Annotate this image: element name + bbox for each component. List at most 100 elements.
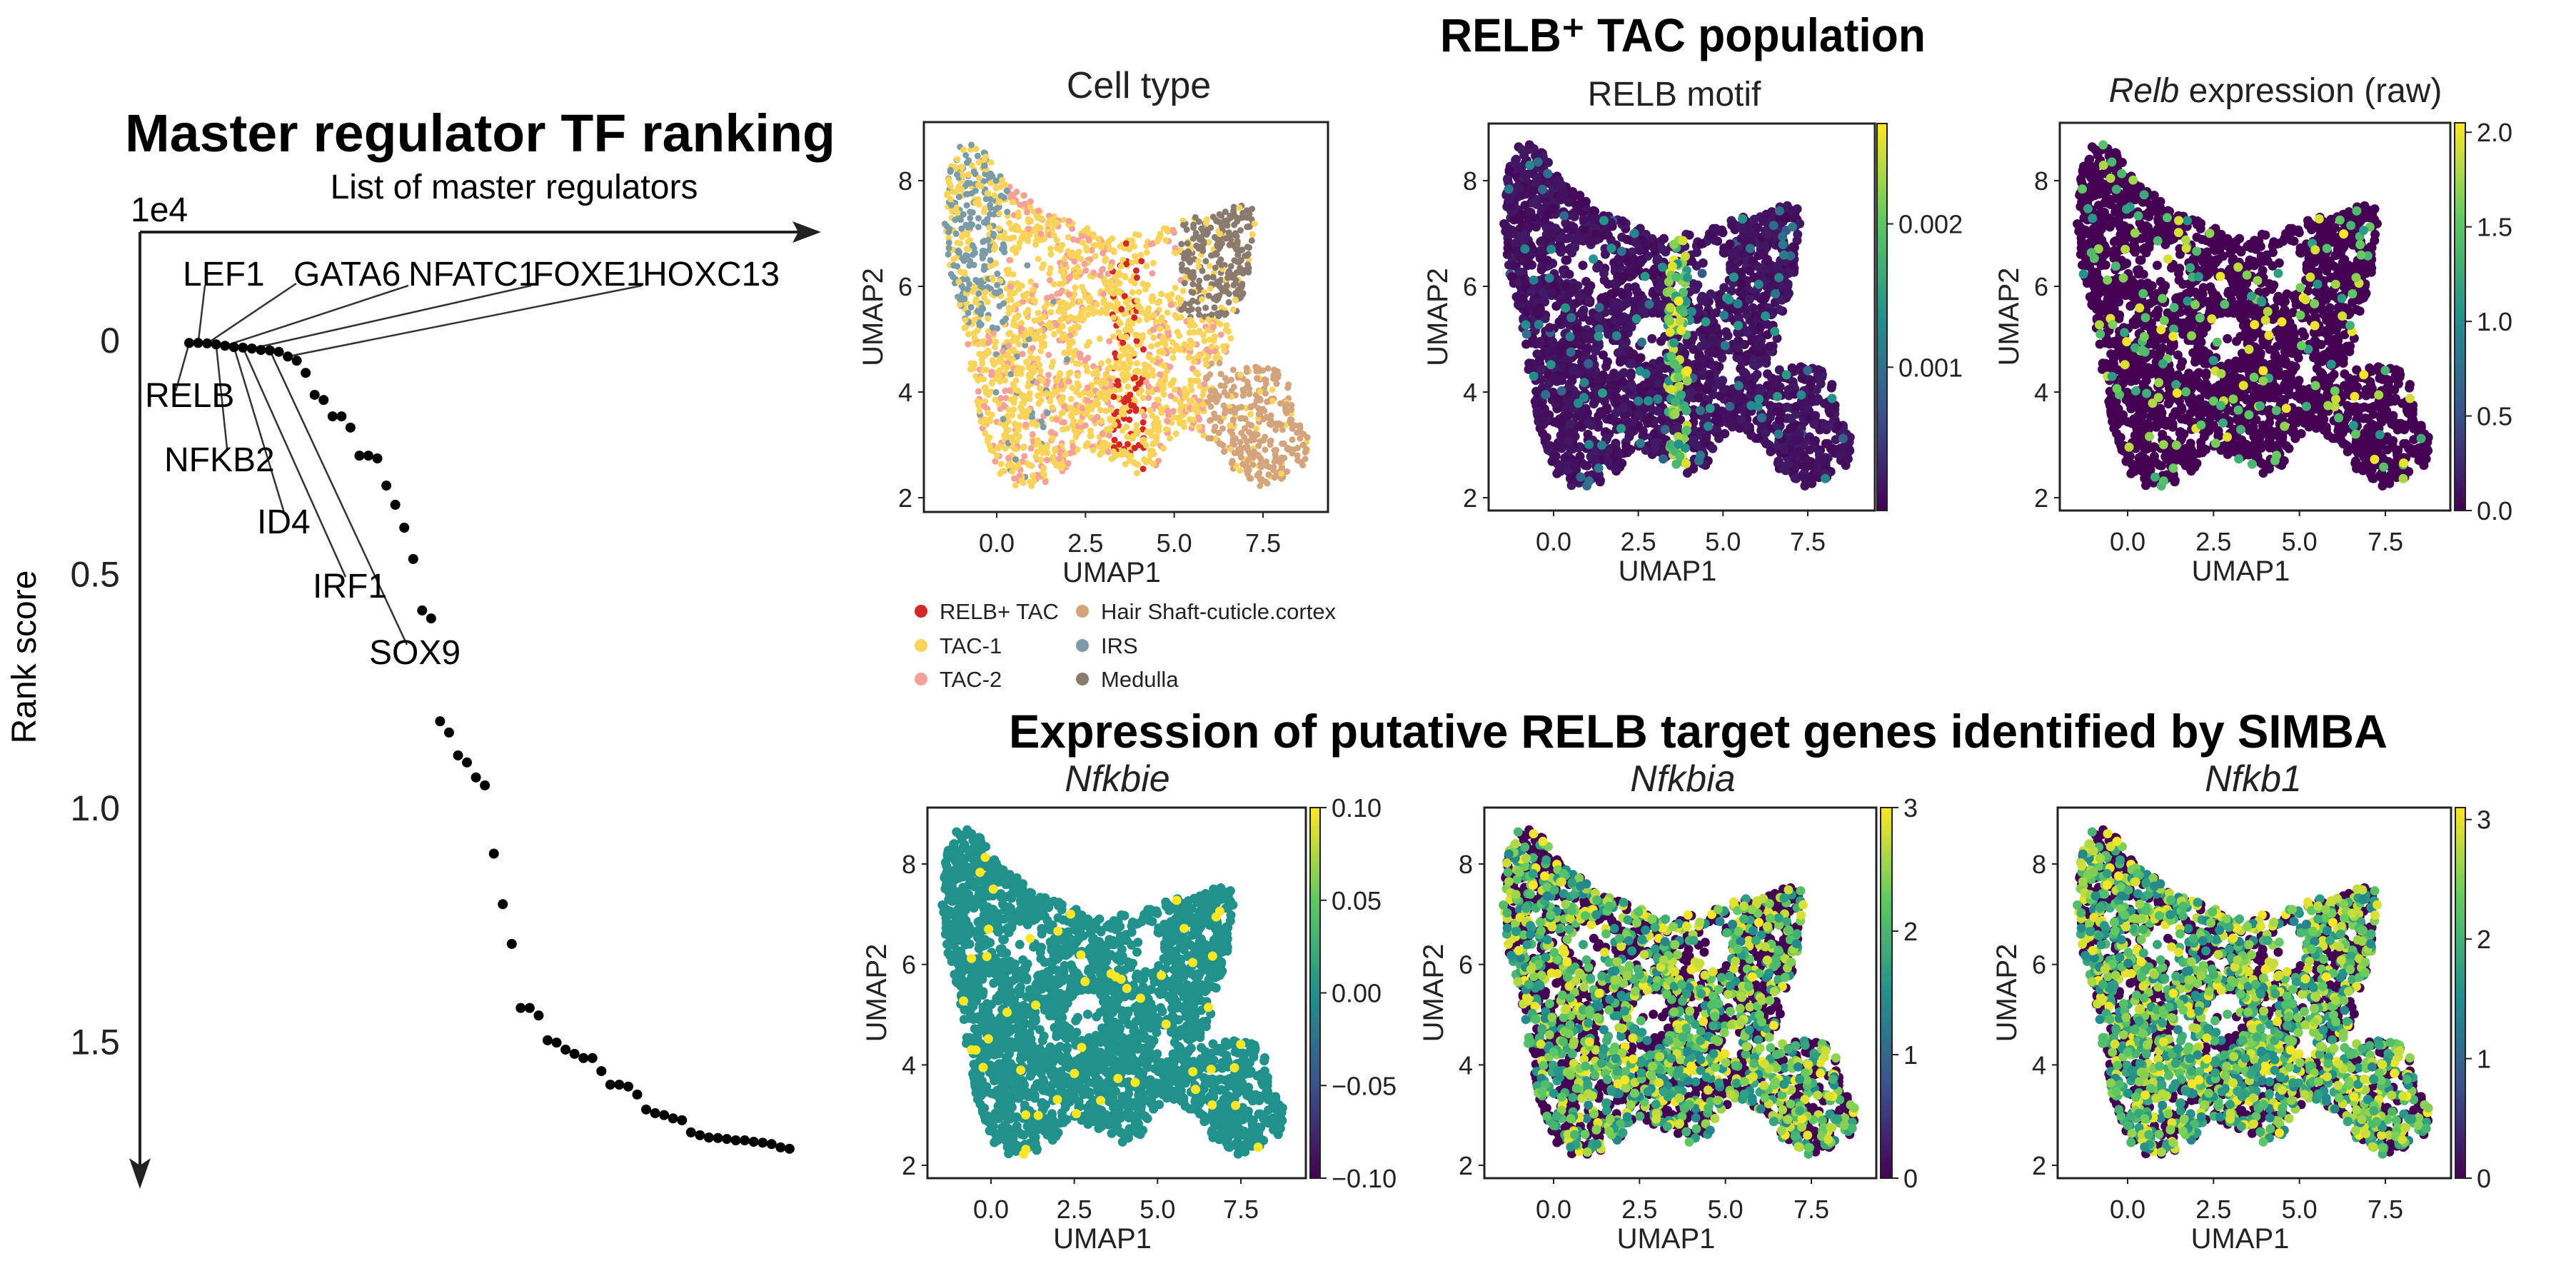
cell-point: [1076, 350, 1083, 357]
cell-point: [1693, 280, 1703, 290]
cell-point: [1267, 412, 1274, 419]
cell-point: [1106, 338, 1113, 345]
cell-point: [1200, 241, 1207, 248]
cell-point: [952, 230, 960, 237]
cell-point: [1224, 274, 1232, 281]
cell-point: [1069, 225, 1076, 232]
cell-point: [1149, 294, 1157, 301]
rank-point: [435, 716, 446, 727]
cell-point: [1027, 198, 1035, 205]
cell-point: [1153, 386, 1160, 393]
cell-point: [1018, 325, 1025, 332]
cell-point: [1214, 278, 1221, 286]
cell-point: [1204, 229, 1211, 236]
cell-point: [1125, 303, 1132, 311]
y-tick-label: 8: [898, 166, 912, 196]
cell-point: [1107, 406, 1115, 413]
cell-point: [966, 262, 973, 269]
cell-point: [1129, 237, 1136, 244]
cell-point: [980, 338, 986, 345]
rank-point: [399, 523, 410, 533]
cell-point: [1060, 310, 1067, 317]
cell-point: [1244, 378, 1251, 386]
cell-point: [1084, 247, 1090, 254]
cell-point: [975, 290, 982, 297]
cell-point: [1213, 251, 1220, 258]
cell-point: [1050, 222, 1057, 228]
cell-point: [1582, 461, 1592, 471]
cell-point: [980, 238, 987, 246]
cell-point: [1682, 468, 1692, 478]
cell-point: [1592, 263, 1602, 273]
cell-point: [1239, 291, 1246, 298]
cell-point: [1216, 292, 1223, 299]
cell-point: [1057, 299, 1064, 306]
cell-point: [967, 360, 975, 367]
cell-point: [1044, 378, 1051, 385]
cell-point: [1112, 363, 1120, 370]
cell-point: [1217, 321, 1224, 328]
cell-point: [982, 385, 989, 392]
cell-point: [972, 298, 979, 306]
cell-point: [1199, 296, 1205, 303]
cell-point: [994, 281, 1001, 288]
cell-point: [975, 215, 982, 222]
cell-point: [1059, 395, 1066, 402]
cell-point: [1087, 431, 1094, 438]
cell-point: [960, 257, 967, 264]
cell-point: [1632, 286, 1642, 296]
cell-point: [1772, 406, 1782, 416]
cell-point: [1010, 321, 1017, 328]
cell-point: [946, 225, 953, 232]
cell-point: [1650, 444, 1660, 454]
cell-point: [1299, 441, 1307, 448]
rank-point: [614, 1080, 625, 1090]
cell-point: [1189, 289, 1197, 296]
cell-point: [1022, 310, 1030, 316]
cell-point: [1694, 393, 1704, 403]
cell-point: [1248, 237, 1255, 244]
cell-point: [1208, 343, 1215, 350]
cell-point: [1756, 386, 1766, 396]
cell-point: [1230, 204, 1237, 211]
cell-point: [1540, 434, 1550, 444]
cell-point: [1035, 392, 1041, 399]
cell-point: [1229, 306, 1237, 313]
cell-point: [999, 348, 1006, 355]
cell-point: [950, 273, 957, 281]
cell-point: [1040, 333, 1047, 340]
cell-point: [1610, 463, 1620, 473]
cell-point: [1611, 393, 1621, 403]
cell-point: [1181, 280, 1188, 286]
cell-point: [986, 224, 993, 231]
cell-point: [1706, 289, 1716, 299]
cell-point: [1163, 225, 1170, 232]
cell-point: [1227, 263, 1234, 270]
cell-point: [1120, 339, 1127, 346]
cell-point: [1155, 423, 1162, 430]
cell-point: [1648, 308, 1657, 318]
cell-point: [1047, 398, 1054, 405]
cell-point: [1028, 462, 1035, 469]
cell-point: [1049, 404, 1056, 411]
cell-point: [1292, 422, 1299, 429]
cell-point: [1137, 251, 1144, 258]
cell-point: [1036, 361, 1043, 368]
cell-point: [1532, 406, 1542, 416]
cell-point: [964, 286, 971, 293]
rank-point: [228, 342, 239, 353]
cell-point: [1608, 372, 1618, 382]
cell-point: [1125, 383, 1132, 390]
cell-point: [965, 309, 972, 316]
cell-point: [1236, 246, 1243, 253]
cell-point: [1708, 443, 1718, 453]
cell-point: [1719, 283, 1729, 293]
cell-point: [1134, 332, 1141, 339]
cell-point: [1024, 209, 1030, 216]
cell-point: [1037, 368, 1044, 374]
rank-point: [354, 451, 365, 461]
cell-point: [1239, 281, 1246, 288]
cell-point: [1156, 298, 1163, 305]
y-tick-label: 1.0: [70, 788, 120, 828]
rank-point: [758, 1137, 768, 1148]
